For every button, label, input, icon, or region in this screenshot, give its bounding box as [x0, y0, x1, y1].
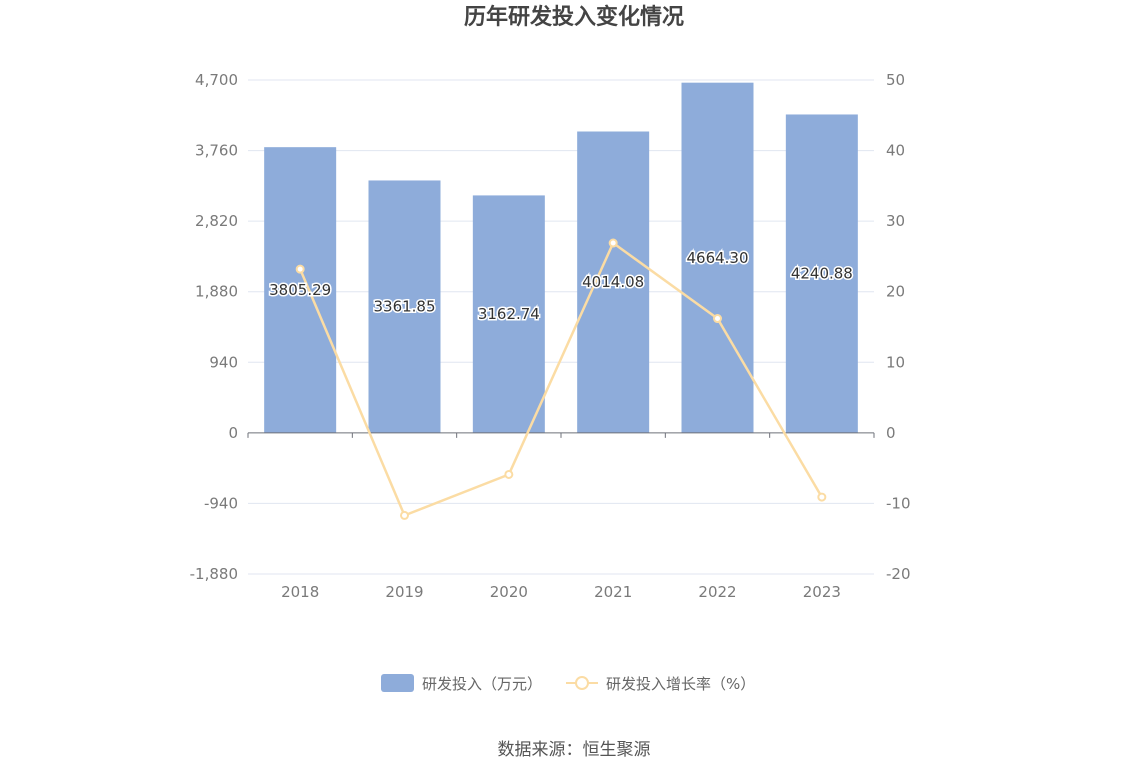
line-point — [504, 469, 514, 479]
bar-data-label: 3162.74 — [478, 305, 540, 323]
x-tick-label: 2018 — [281, 583, 319, 601]
data-labels: 3805.29 3361.85 3162.74 4014.08 4664.30 4240.… — [268, 247, 855, 324]
y-left-tick-label: 4,700 — [195, 71, 238, 89]
x-tick-label: 2021 — [594, 583, 632, 601]
bar-data-label: 4240.88 — [791, 265, 853, 283]
y-right-tick-label: -10 — [886, 494, 911, 512]
y-left-tick-label: -940 — [204, 494, 238, 512]
axes: 4,700 3,760 2,820 1,880 940 0 -940 -1,880 50 40 30… — [190, 71, 911, 601]
bar-data-label: 4664.30 — [686, 249, 748, 267]
y-right-tick-label: 10 — [886, 353, 905, 371]
growth-line — [299, 241, 823, 518]
bar-series — [264, 82, 858, 433]
y-left-tick-label: 2,820 — [195, 212, 238, 230]
y-right-tick-label: 30 — [886, 212, 905, 230]
bar — [681, 82, 754, 433]
line-point — [817, 492, 827, 502]
bar — [577, 131, 650, 433]
legend-line-marker — [575, 676, 589, 690]
bar — [368, 180, 441, 433]
y-right-tick-label: 20 — [886, 283, 905, 301]
line-point — [295, 264, 305, 274]
bar — [472, 195, 545, 433]
x-tick-label: 2019 — [385, 583, 423, 601]
bar — [785, 114, 858, 433]
bar — [264, 147, 337, 433]
bar-data-label: 3805.29 — [269, 281, 331, 299]
y-left-tick-label: -1,880 — [190, 565, 238, 583]
y-right-tick-label: -20 — [886, 565, 911, 583]
x-tick-label: 2022 — [698, 583, 736, 601]
y-left-tick-label: 1,880 — [195, 283, 238, 301]
x-tick-label: 2023 — [803, 583, 841, 601]
bar-data-label: 4014.08 — [582, 273, 644, 291]
y-right-tick-label: 40 — [886, 142, 905, 160]
y-left-tick-label: 0 — [228, 424, 238, 442]
legend-bar-swatch — [381, 674, 414, 692]
y-right-tick-label: 0 — [886, 424, 896, 442]
line-point — [608, 238, 618, 248]
y-left-tick-label: 940 — [209, 353, 238, 371]
legend[interactable]: 研发投入（万元） 研发投入增长率（%） — [381, 674, 755, 693]
source-note: 数据来源：恒生聚源 — [498, 740, 651, 760]
line-point — [713, 314, 722, 324]
legend-bar-label: 研发投入（万元） — [422, 675, 542, 693]
y-right-tick-label: 50 — [886, 71, 905, 89]
grid-lines — [248, 79, 874, 575]
chart-title: 历年研发投入变化情况 — [464, 4, 684, 30]
y-left-tick-label: 3,760 — [195, 142, 238, 160]
line-series — [295, 238, 827, 520]
legend-line-label: 研发投入增长率（%） — [606, 675, 755, 693]
x-tick-label: 2020 — [490, 583, 528, 601]
line-point — [400, 510, 409, 520]
bar-data-label: 3361.85 — [373, 298, 435, 316]
